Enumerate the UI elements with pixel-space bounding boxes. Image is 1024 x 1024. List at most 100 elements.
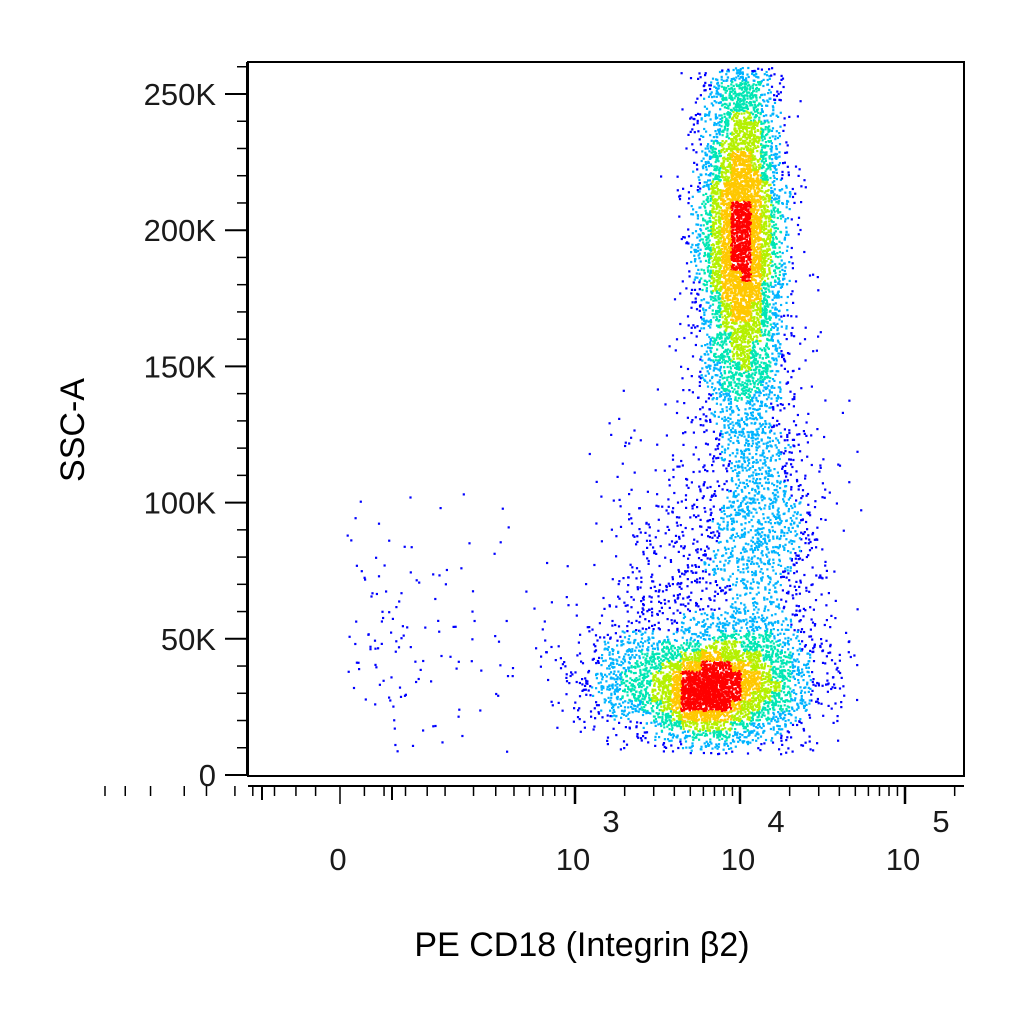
event-dot — [746, 160, 749, 163]
event-dot — [723, 179, 726, 182]
event-dot — [756, 268, 759, 271]
event-dot — [760, 189, 763, 192]
event-dot — [724, 184, 727, 188]
event-dot — [715, 92, 718, 95]
event-dot — [720, 175, 723, 178]
event-dot — [752, 327, 755, 330]
event-dot — [754, 289, 757, 292]
event-dot — [735, 164, 738, 167]
event-dot — [698, 72, 701, 75]
event-dot — [745, 107, 748, 110]
event-dot — [719, 230, 722, 233]
event-dot — [736, 213, 739, 216]
event-dot — [751, 269, 754, 272]
event-dot — [682, 187, 685, 190]
event-dot — [727, 189, 730, 192]
event-dot — [748, 352, 751, 355]
event-dot — [725, 98, 728, 101]
event-dot — [739, 68, 742, 71]
event-dot — [757, 243, 760, 246]
event-dot — [752, 309, 755, 312]
event-dot — [712, 191, 716, 194]
event-dot — [729, 402, 733, 405]
event-dot — [730, 230, 733, 233]
event-dot — [702, 283, 705, 286]
event-dot — [715, 140, 719, 143]
event-dot — [764, 181, 767, 184]
event-dot — [759, 157, 762, 160]
event-dot — [705, 181, 708, 184]
event-dot — [743, 96, 746, 99]
event-dot — [740, 210, 743, 214]
event-dot — [736, 333, 739, 336]
event-dot — [761, 307, 764, 310]
event-dot — [772, 109, 775, 112]
event-dot — [772, 204, 775, 207]
event-dot — [755, 211, 758, 214]
event-dot — [749, 168, 752, 172]
event-dot — [722, 322, 725, 326]
event-dot — [716, 78, 719, 81]
event-dot — [761, 151, 765, 154]
event-dot — [742, 296, 745, 299]
event-dot — [753, 335, 756, 338]
event-dot — [748, 407, 751, 410]
event-dot — [774, 284, 777, 287]
event-dot — [723, 285, 726, 288]
event-dot — [757, 201, 760, 204]
event-dot — [751, 113, 755, 116]
event-dot — [716, 187, 719, 191]
event-dot — [755, 172, 758, 176]
event-dot — [709, 87, 712, 91]
event-dot — [755, 96, 758, 99]
event-dot — [707, 220, 710, 223]
event-dot — [742, 162, 745, 165]
event-dot — [760, 424, 763, 427]
event-dot — [759, 113, 762, 116]
event-dot — [715, 236, 718, 239]
event-dot — [754, 298, 757, 301]
event-dot — [713, 247, 716, 251]
event-dot — [726, 248, 729, 251]
event-dot — [744, 185, 748, 188]
event-dot — [734, 177, 737, 180]
event-dot — [722, 147, 725, 150]
event-dot — [720, 130, 723, 133]
event-dot — [723, 424, 726, 427]
event-dot — [771, 264, 774, 267]
event-dot — [760, 136, 763, 139]
event-dot — [723, 330, 726, 333]
event-dot — [761, 255, 764, 258]
event-dot — [742, 147, 745, 150]
event-dot — [748, 357, 751, 360]
event-dot — [739, 82, 742, 85]
event-dot — [743, 176, 746, 179]
event-dot — [719, 193, 722, 196]
event-dot — [713, 186, 716, 189]
event-dot — [731, 299, 734, 302]
event-dot — [755, 221, 759, 224]
event-dot — [759, 264, 763, 267]
event-dot — [776, 293, 780, 296]
event-dot — [740, 112, 743, 115]
event-dot — [750, 430, 753, 433]
event-dot — [746, 197, 749, 201]
event-dot — [747, 111, 750, 114]
event-dot — [712, 279, 715, 282]
event-dot — [728, 192, 732, 195]
event-dot — [755, 205, 758, 208]
event-dot — [720, 236, 723, 239]
event-dot — [737, 74, 740, 77]
event-dot — [722, 176, 725, 179]
event-dot — [769, 241, 772, 244]
event-dot — [730, 140, 733, 143]
event-dot — [774, 152, 777, 155]
event-dot — [763, 263, 766, 266]
event-dot — [762, 380, 765, 383]
event-dot — [718, 264, 722, 267]
event-dot — [746, 232, 749, 235]
event-dot — [763, 221, 767, 224]
event-dot — [753, 417, 756, 420]
event-dot — [742, 78, 745, 81]
event-dot — [736, 407, 739, 410]
